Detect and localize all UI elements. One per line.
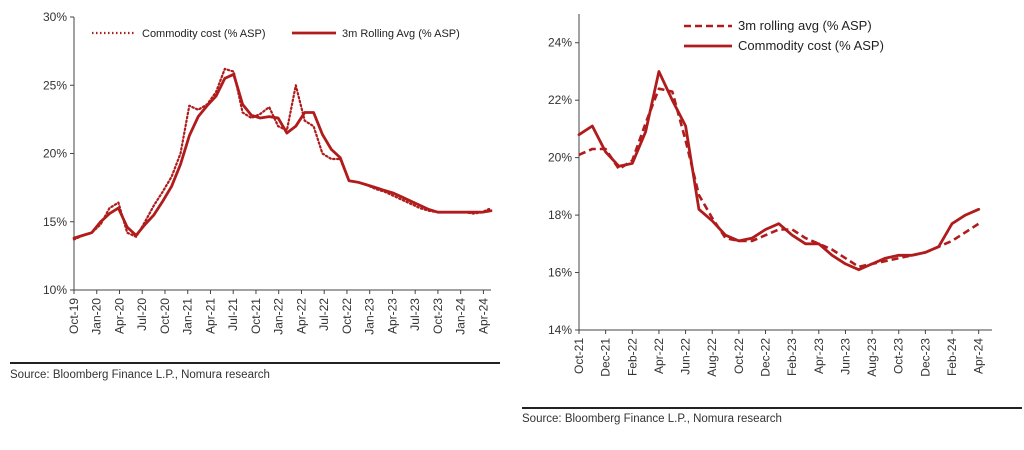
left-x-tick-label: Oct-22 xyxy=(340,298,354,334)
left-source-note: Source: Bloomberg Finance L.P., Nomura r… xyxy=(10,369,270,381)
right-y-tick-label: 20% xyxy=(548,151,572,165)
right-legend-label-1: 3m rolling avg (% ASP) xyxy=(738,18,872,33)
right-legend-label-2: Commodity cost (% ASP) xyxy=(738,38,884,53)
left-y-tick-label: 15% xyxy=(43,215,67,229)
left-y-tick-label: 10% xyxy=(43,283,67,297)
right-chart-panel: 14% 16% 18% 20% 22% 24% Oct-21 Dec-21 Feb-22 Apr-… xyxy=(512,0,1024,450)
left-chart-panel: 10% 15% 20% 25% 30% Oct-19 Jan-20 Apr-20 Jul-20 O… xyxy=(0,0,505,450)
right-x-tick-label: Jun-23 xyxy=(838,338,852,375)
left-x-tick-label: Jul-22 xyxy=(317,298,331,331)
left-x-tick-label: Jan-23 xyxy=(363,298,377,335)
left-series-line-2 xyxy=(72,72,493,240)
right-y-tick-label: 18% xyxy=(548,208,572,222)
left-x-tick-label: Oct-23 xyxy=(431,298,445,334)
right-y-tick-label: 14% xyxy=(548,323,572,337)
left-legend-label-2: 3m Rolling Avg (% ASP) xyxy=(342,28,460,40)
right-x-tick-label: Aug-23 xyxy=(865,338,879,377)
left-x-tick-label: Apr-23 xyxy=(385,298,399,334)
left-x-tick-label: Oct-21 xyxy=(249,298,263,334)
right-x-tick-label: Oct-23 xyxy=(892,338,906,374)
right-x-tick-label: Dec-23 xyxy=(918,338,932,377)
right-x-tick-label: Dec-22 xyxy=(759,338,773,377)
right-y-tick-label: 16% xyxy=(548,266,572,280)
right-x-tick-label: Feb-22 xyxy=(625,338,639,376)
left-x-tick-label: Jan-22 xyxy=(272,298,286,335)
right-x-tick-label: Dec-21 xyxy=(599,338,613,377)
left-legend-label-1: Commodity cost (% ASP) xyxy=(142,28,265,40)
left-y-tick-label: 20% xyxy=(43,147,67,161)
left-x-tick-label: Oct-20 xyxy=(158,298,172,334)
right-y-tick-label: 22% xyxy=(548,93,572,107)
right-x-tick-label: Aug-22 xyxy=(705,338,719,377)
right-source-rule xyxy=(522,407,1022,409)
left-x-tick-label: Jan-21 xyxy=(181,298,195,335)
left-source-rule xyxy=(10,362,500,364)
right-series-line-2 xyxy=(577,70,981,272)
left-chart: 10% 15% 20% 25% 30% Oct-19 Jan-20 Apr-20 Jul-20 O… xyxy=(43,10,493,335)
right-x-tick-label: Feb-23 xyxy=(785,338,799,376)
left-series-line-1 xyxy=(72,67,493,241)
left-x-tick-label: Jul-23 xyxy=(408,298,422,331)
right-x-tick-label: Oct-21 xyxy=(572,338,586,374)
left-x-tick-label: Apr-24 xyxy=(476,298,490,334)
left-x-tick-label: Jan-24 xyxy=(454,298,468,335)
left-x-tick-label: Jul-21 xyxy=(226,298,240,331)
left-x-tick-label: Apr-22 xyxy=(294,298,308,334)
right-x-tick-label: Apr-23 xyxy=(812,338,826,374)
left-x-tick-label: Jul-20 xyxy=(135,298,149,331)
left-x-tick-label: Apr-21 xyxy=(203,298,217,334)
left-y-tick-label: 30% xyxy=(43,10,67,24)
right-x-tick-label: Apr-22 xyxy=(652,338,666,374)
left-x-tick-label: Apr-20 xyxy=(112,298,126,334)
right-x-tick-label: Jun-22 xyxy=(679,338,693,375)
left-y-tick-label: 25% xyxy=(43,78,67,92)
right-x-tick-label: Apr-24 xyxy=(972,338,986,374)
left-x-tick-label: Jan-20 xyxy=(90,298,104,335)
right-x-tick-label: Oct-22 xyxy=(732,338,746,374)
right-chart: 14% 16% 18% 20% 22% 24% Oct-21 Dec-21 Feb-22 Apr-… xyxy=(548,14,992,377)
right-series-line-1 xyxy=(578,87,980,269)
right-y-tick-label: 24% xyxy=(548,36,572,50)
right-source-note: Source: Bloomberg Finance L.P., Nomura r… xyxy=(522,413,782,425)
left-x-tick-label: Oct-19 xyxy=(67,298,81,334)
right-x-tick-label: Feb-24 xyxy=(945,338,959,376)
